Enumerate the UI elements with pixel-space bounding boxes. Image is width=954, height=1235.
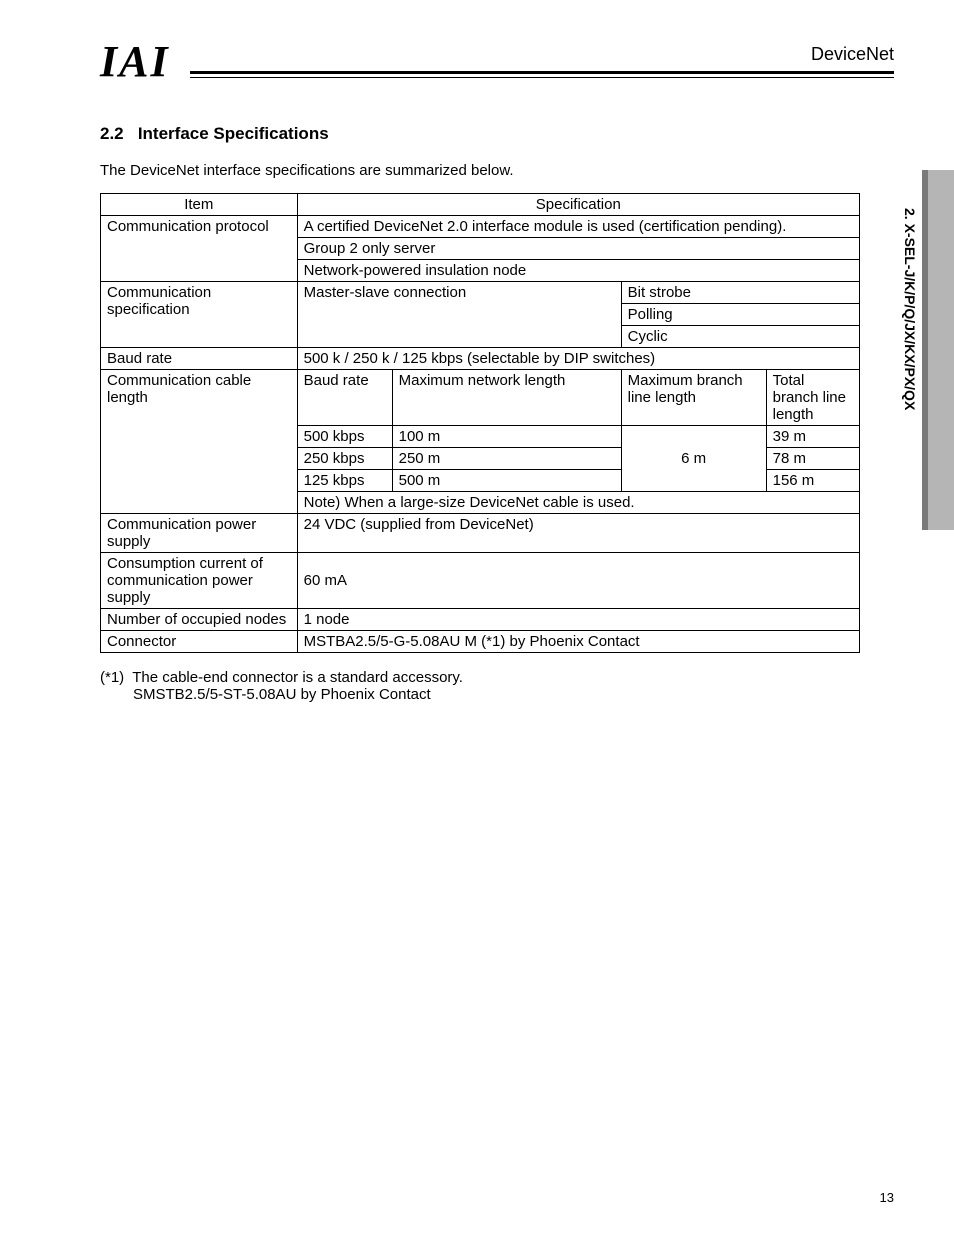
cell: 39 m bbox=[766, 426, 859, 448]
cell: MSTBA2.5/5-G-5.08AU M (*1) by Phoenix Co… bbox=[297, 631, 859, 653]
cell: Polling bbox=[621, 304, 859, 326]
section-title-text: Interface Specifications bbox=[138, 124, 329, 143]
row-label: Communication power supply bbox=[101, 514, 298, 553]
cell: A certified DeviceNet 2.0 interface modu… bbox=[297, 216, 859, 238]
logo: IAI bbox=[100, 40, 170, 84]
row-label: Connector bbox=[101, 631, 298, 653]
cell: Bit strobe bbox=[621, 282, 859, 304]
footnote: (*1) The cable-end connector is a standa… bbox=[100, 669, 894, 703]
cell: 156 m bbox=[766, 470, 859, 492]
cell: 6 m bbox=[621, 426, 766, 492]
cell: 125 kbps bbox=[297, 470, 392, 492]
row-label: Communication protocol bbox=[101, 216, 298, 282]
subhead: Maximum network length bbox=[392, 370, 621, 426]
footnote-line1: (*1) The cable-end connector is a standa… bbox=[100, 669, 894, 686]
row-label: Communication specification bbox=[101, 282, 298, 348]
cell: 500 m bbox=[392, 470, 621, 492]
side-tab bbox=[928, 170, 954, 530]
section-number: 2.2 bbox=[100, 124, 124, 143]
spec-table: Item Specification Communication protoco… bbox=[100, 193, 860, 653]
row-label: Number of occupied nodes bbox=[101, 609, 298, 631]
cell: 250 kbps bbox=[297, 448, 392, 470]
subhead: Total branch line length bbox=[766, 370, 859, 426]
subhead: Maximum branch line length bbox=[621, 370, 766, 426]
cell: Note) When a large-size DeviceNet cable … bbox=[297, 492, 859, 514]
cell: Master-slave connection bbox=[297, 282, 621, 348]
section-intro: The DeviceNet interface specifications a… bbox=[100, 162, 894, 179]
row-label: Baud rate bbox=[101, 348, 298, 370]
th-spec: Specification bbox=[297, 194, 859, 216]
cell: Cyclic bbox=[621, 326, 859, 348]
cell: 100 m bbox=[392, 426, 621, 448]
side-chapter-label: 2. X-SEL-J/K/P/Q/JX/KX/PX/QX bbox=[902, 208, 918, 410]
section-heading: 2.2 Interface Specifications bbox=[100, 124, 894, 144]
cell: 500 k / 250 k / 125 kbps (selectable by … bbox=[297, 348, 859, 370]
footnote-line2: SMSTB2.5/5-ST-5.08AU by Phoenix Contact bbox=[100, 686, 894, 703]
cell: 500 kbps bbox=[297, 426, 392, 448]
cell: Group 2 only server bbox=[297, 238, 859, 260]
subhead: Baud rate bbox=[297, 370, 392, 426]
document-title: DeviceNet bbox=[190, 44, 894, 65]
cell: 1 node bbox=[297, 609, 859, 631]
cell: 60 mA bbox=[297, 553, 859, 609]
cell: 78 m bbox=[766, 448, 859, 470]
cell: Network-powered insulation node bbox=[297, 260, 859, 282]
th-item: Item bbox=[101, 194, 298, 216]
page-number: 13 bbox=[880, 1190, 894, 1205]
cell: 24 VDC (supplied from DeviceNet) bbox=[297, 514, 859, 553]
cell: 250 m bbox=[392, 448, 621, 470]
row-label: Communication cable length bbox=[101, 370, 298, 514]
row-label: Consumption current of communication pow… bbox=[101, 553, 298, 609]
